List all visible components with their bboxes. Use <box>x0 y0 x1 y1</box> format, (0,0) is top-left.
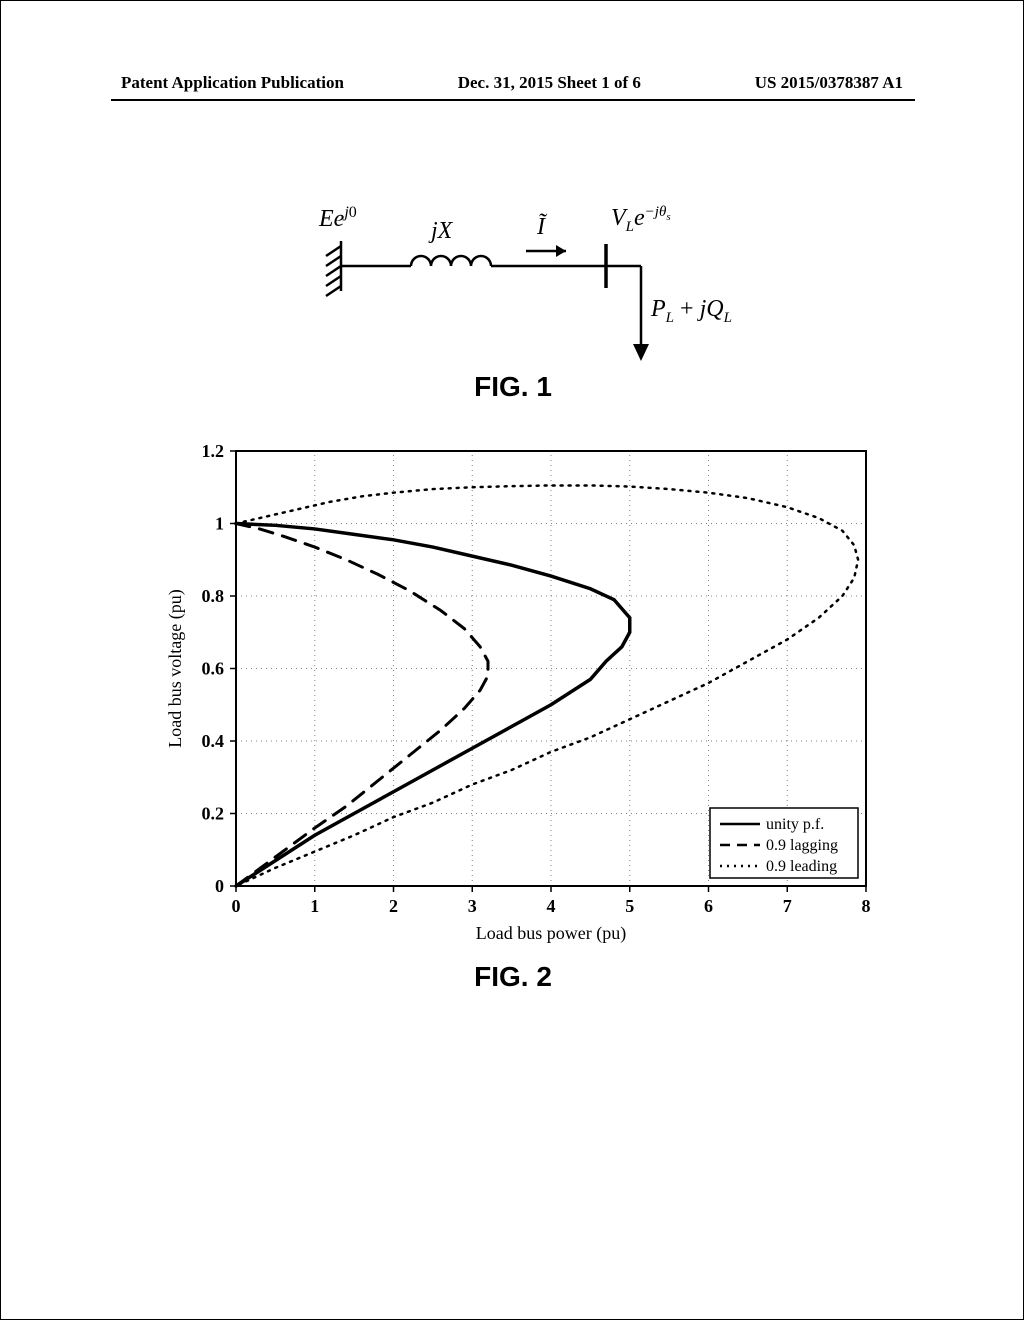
svg-text:4: 4 <box>547 896 556 916</box>
svg-text:0.6: 0.6 <box>202 659 225 679</box>
svg-text:0: 0 <box>232 896 241 916</box>
header-center: Dec. 31, 2015 Sheet 1 of 6 <box>458 73 641 93</box>
header-rule <box>111 99 915 101</box>
load-power-label: PL + jQL <box>651 296 732 327</box>
svg-text:6: 6 <box>704 896 713 916</box>
svg-text:0.2: 0.2 <box>202 804 225 824</box>
circuit-diagram: Eej0 jX Ĩ VLe−jθs PL + jQL <box>301 196 741 376</box>
svg-text:0.8: 0.8 <box>202 586 225 606</box>
load-voltage-label: VLe−jθs <box>611 204 671 236</box>
figure-1-label: FIG. 1 <box>1 371 1024 403</box>
source-voltage-label: Eej0 <box>319 204 357 233</box>
svg-text:0: 0 <box>215 876 224 896</box>
circuit-svg <box>301 196 741 376</box>
pv-curve-plot: 0 1 2 3 4 5 6 7 8 0 0.2 0.4 0.6 0.8 1 1.2 Load bus power… <box>161 431 881 951</box>
svg-text:1.2: 1.2 <box>202 441 225 461</box>
svg-text:0.9 leading: 0.9 leading <box>766 858 837 875</box>
current-label: Ĩ <box>537 214 545 241</box>
header-right: US 2015/0378387 A1 <box>755 73 903 93</box>
svg-text:8: 8 <box>862 896 871 916</box>
svg-text:3: 3 <box>468 896 477 916</box>
plot-svg: 0 1 2 3 4 5 6 7 8 0 0.2 0.4 0.6 0.8 1 1.2 Load bus power… <box>161 431 881 951</box>
header-row: Patent Application Publication Dec. 31, … <box>1 73 1023 93</box>
header-left: Patent Application Publication <box>121 73 344 93</box>
svg-text:Load bus voltage (pu): Load bus voltage (pu) <box>165 589 186 747</box>
impedance-label: jX <box>431 218 452 245</box>
page-frame: Patent Application Publication Dec. 31, … <box>0 0 1024 1320</box>
current-arrow-icon <box>526 245 566 257</box>
figure-2-label: FIG. 2 <box>1 961 1024 993</box>
svg-text:2: 2 <box>389 896 398 916</box>
svg-text:Load bus power (pu): Load bus power (pu) <box>476 923 626 944</box>
svg-text:5: 5 <box>625 896 634 916</box>
series-unity-p-f- <box>236 524 630 887</box>
svg-text:7: 7 <box>783 896 792 916</box>
svg-text:unity p.f.: unity p.f. <box>766 816 824 833</box>
series-0-9-lagging <box>236 524 488 887</box>
svg-text:1: 1 <box>310 896 319 916</box>
load-arrow-icon <box>633 344 649 361</box>
svg-text:0.9 lagging: 0.9 lagging <box>766 837 838 854</box>
svg-text:0.4: 0.4 <box>202 731 225 751</box>
inductor-icon <box>411 256 491 266</box>
svg-text:1: 1 <box>215 514 224 534</box>
source-hatch-icon <box>326 241 341 296</box>
